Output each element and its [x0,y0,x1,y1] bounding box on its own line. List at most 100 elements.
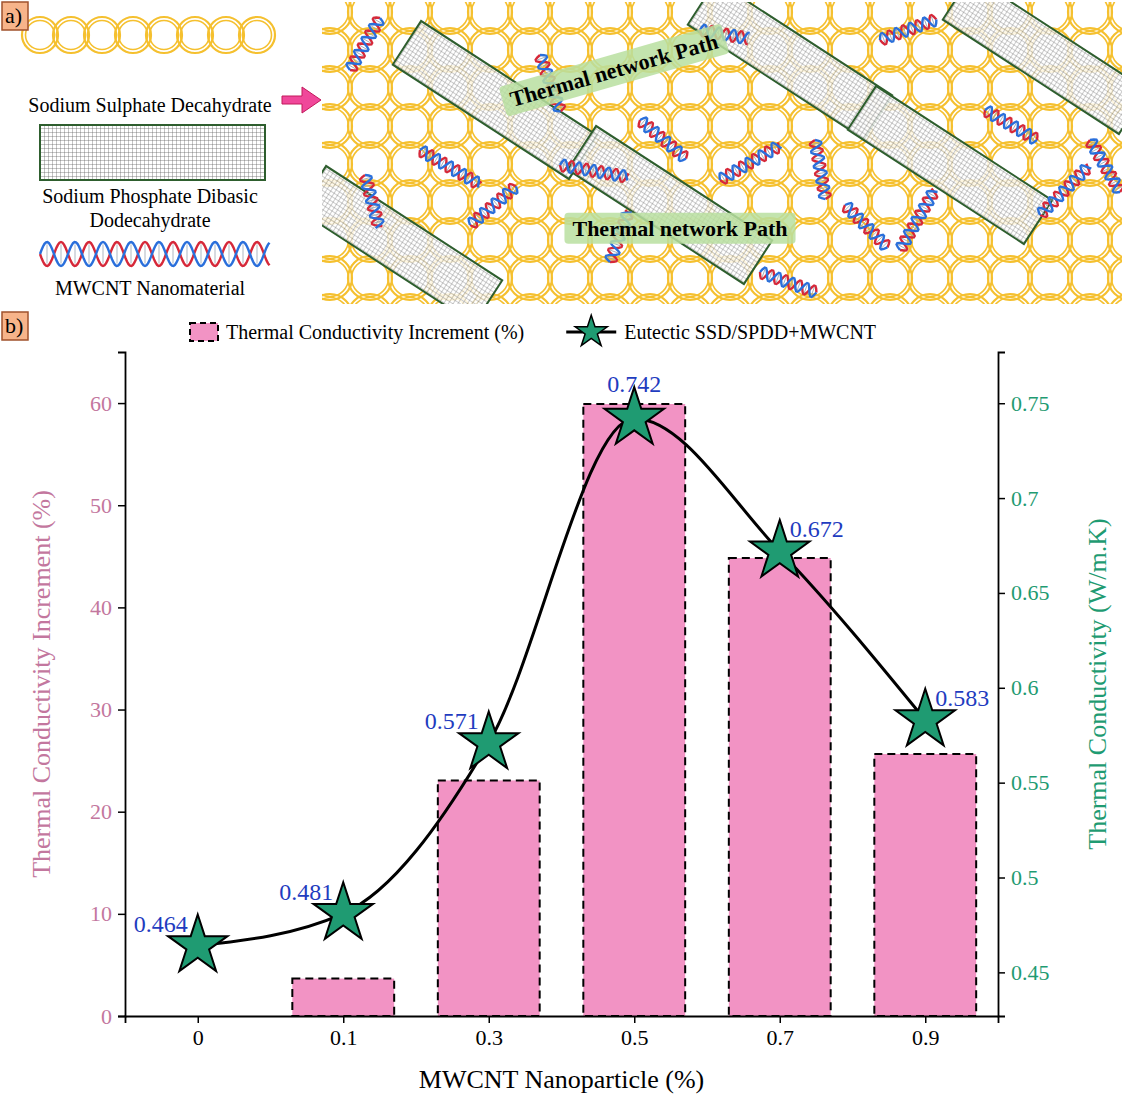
helix-rung [903,27,906,36]
ring-inner [752,298,789,305]
ring-inner [392,146,429,183]
tick-label: 0.45 [1011,960,1050,985]
ring [1068,294,1112,304]
ring-inner [832,298,869,305]
tick: 0.65 [998,580,1050,605]
ring [348,294,392,304]
helix-rung [797,282,800,291]
helix-rung [1106,173,1114,178]
ring [239,17,275,53]
ring-inner [181,21,210,50]
helix-rung [1031,134,1036,142]
ring [988,294,1032,304]
helix-rung [910,24,913,33]
phosphate-block [568,126,772,284]
helix-rung [1045,204,1052,211]
helix-strand [359,174,384,229]
figure: Sodium Sulphate DecahydrateSodium Phosph… [0,0,1126,1106]
ring-inner [832,146,869,183]
ring [388,294,432,304]
tick-label: 0.65 [1011,580,1050,605]
helix-rung [447,163,452,171]
plot-area [168,387,976,1016]
bar [729,558,831,1016]
helix-rung [896,29,899,38]
helix-strand [717,141,782,185]
tick: 10 [90,901,125,926]
ring-inner [792,184,829,221]
ring-inner [1112,222,1123,259]
tick-mark [118,1016,125,1018]
helix-rung [773,144,778,152]
annotation-text: Thermal network Path [572,216,787,241]
helix-rung [766,148,771,156]
helix-strand [359,174,384,229]
tick-mark [118,505,125,507]
helix-rung [1018,126,1023,134]
helix-rung [609,250,618,253]
helix-rung [725,30,727,39]
ring [1068,2,1112,34]
axis-line [126,1017,999,1024]
tick-label: 0.5 [621,1025,649,1050]
helix-rung [815,165,824,167]
legend-item: Thermal Conductivity Increment (%) [190,321,524,344]
ring [668,294,712,304]
helix-rung [504,190,510,197]
tick-label: 0 [101,1004,112,1029]
helix-rung [622,171,624,180]
helix-rung [476,214,482,221]
helix-rung [487,204,493,211]
helix-rung [243,244,244,263]
ring-inner [1072,2,1109,31]
helix-rung [367,199,376,201]
composite-structure [322,2,1122,304]
helix [878,14,938,45]
tick-mark [998,782,1005,784]
helix [345,15,385,73]
y-axis-title: Thermal Conductivity Increment (%) [27,490,56,878]
helix-rung [1039,209,1046,216]
helix [559,159,629,182]
helix-strand [878,14,938,45]
tick-mark [118,607,125,609]
data-label: 0.481 [279,879,333,905]
ring-inner [552,32,589,69]
helix [359,174,384,229]
ring-inner [872,222,909,259]
tick-label: 30 [90,697,112,722]
helix-rung [493,200,499,207]
ring-inner [472,2,509,31]
helix-rung [173,244,174,263]
tick: 0.55 [998,770,1050,795]
helix-strand [345,15,385,73]
tick-mark [780,1016,782,1023]
panel-label: b) [5,313,23,338]
component-label: MWCNT Nanomaterial [55,277,246,299]
ring-inner [512,2,549,31]
ring [1108,256,1122,300]
data-label: 0.583 [935,685,989,711]
helix [758,267,818,298]
ring-inner [672,108,709,145]
ring-inner [243,21,272,50]
helix-rung [1095,154,1103,159]
helix-rung [89,244,90,263]
helix-rung [740,163,745,171]
helix-rung [1055,193,1062,200]
ring-inner [432,184,469,221]
helix-rung [421,148,426,156]
helix-rung [1082,167,1089,174]
ring-inner [392,108,429,145]
ring-inner [1072,222,1109,259]
helix-rung [131,244,132,263]
helix-strand [841,201,891,251]
ring [788,2,832,34]
helix [895,187,939,252]
y2-axis-title: Thermal Conductivity (W/m.K) [1083,518,1112,849]
ring-inner [712,108,749,145]
annotation-text: Thermal network Path [507,29,721,112]
helix-rung [453,166,458,174]
helix-rung [844,204,851,211]
annotation: Thermal network Path [564,213,795,244]
